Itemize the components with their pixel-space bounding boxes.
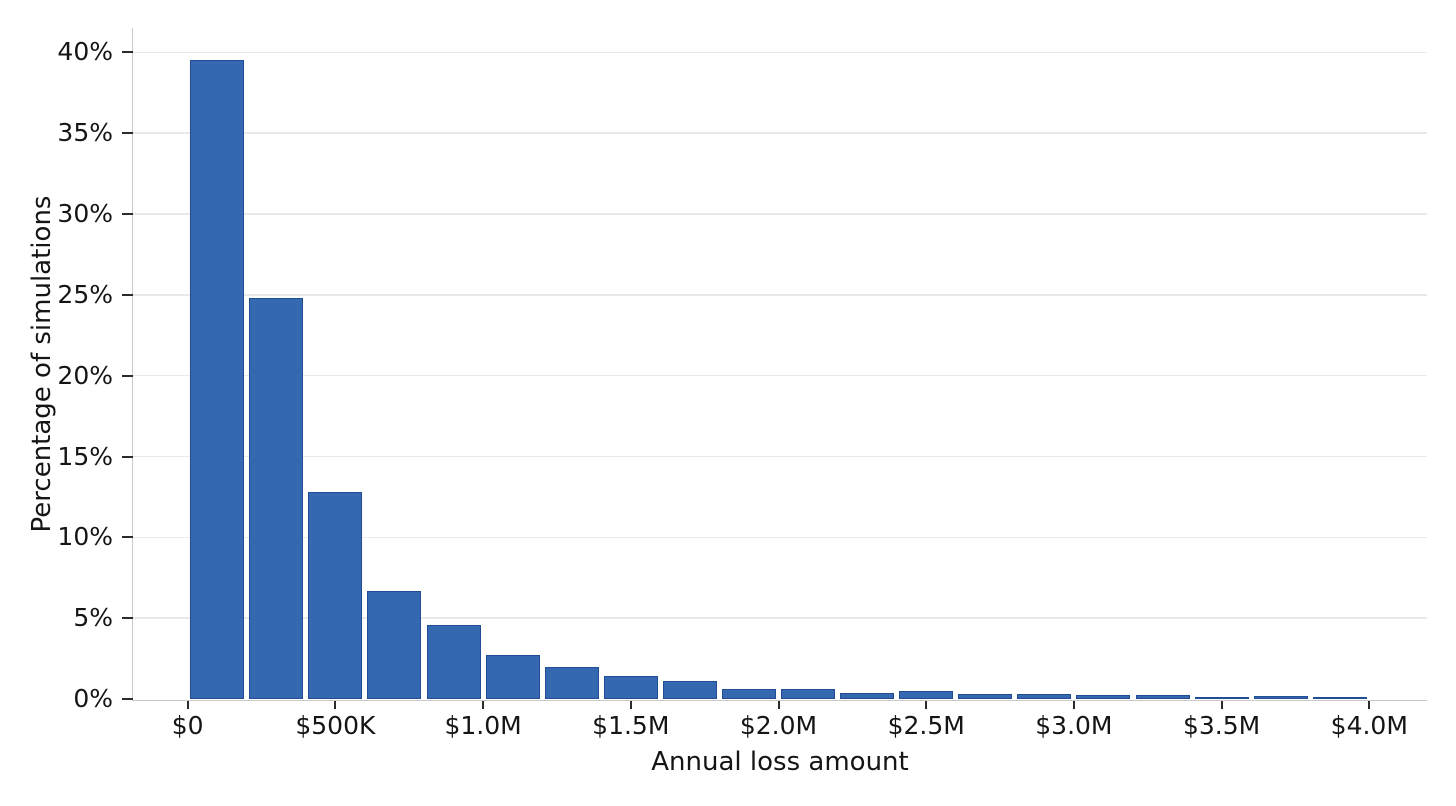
gridline: [133, 455, 1427, 458]
x-tick-label: $2.5M: [887, 711, 965, 740]
x-tick-label: $500K: [295, 711, 376, 740]
gridline: [133, 51, 1427, 53]
y-axis-spine: [131, 28, 133, 701]
x-axis-spine: [133, 699, 1427, 701]
x-tick-mark: [1220, 701, 1223, 709]
x-tick-mark: [1072, 701, 1075, 709]
bar: [958, 694, 1013, 699]
gridline: [133, 294, 1427, 296]
y-tick-label: 30%: [57, 198, 113, 228]
bar: [781, 689, 835, 699]
bar: [249, 298, 304, 699]
gridline: [133, 536, 1427, 539]
y-tick-mark: [122, 132, 133, 135]
y-tick-mark: [122, 293, 133, 296]
bar: [899, 690, 954, 699]
gridline: [133, 374, 1427, 377]
y-tick-mark: [122, 374, 133, 377]
y-tick-mark: [122, 536, 133, 539]
y-tick-label: 15%: [57, 441, 113, 471]
x-tick-label: $0: [171, 711, 204, 740]
x-tick-label: $4.0M: [1330, 711, 1408, 740]
bar: [544, 666, 599, 699]
bar: [190, 60, 245, 699]
y-tick-label: 0%: [73, 684, 113, 713]
bar: [721, 688, 776, 699]
y-tick-label: 25%: [57, 279, 113, 309]
x-tick-mark: [925, 701, 928, 709]
y-tick-mark: [122, 617, 133, 620]
x-tick-mark: [482, 701, 485, 709]
x-axis-title: Annual loss amount: [651, 747, 909, 777]
x-tick-label: $1.0M: [444, 711, 522, 740]
bar: [1017, 694, 1072, 699]
x-tick-label: $2.0M: [739, 711, 818, 740]
bar: [1253, 695, 1308, 699]
x-tick-label: $3.5M: [1182, 711, 1261, 740]
y-tick-mark: [122, 212, 133, 215]
bar: [308, 492, 363, 699]
y-tick-label: 35%: [57, 118, 113, 148]
bar: [1312, 696, 1367, 699]
x-tick-mark: [1368, 701, 1371, 709]
x-tick-mark: [334, 701, 337, 709]
x-tick-mark: [186, 701, 189, 709]
bar: [1076, 695, 1131, 699]
y-tick-mark: [122, 51, 133, 54]
x-tick-mark: [777, 701, 780, 709]
y-tick-label: 40%: [57, 37, 113, 67]
y-tick-mark: [122, 455, 133, 458]
gridline: [133, 213, 1427, 215]
x-tick-label: $1.5M: [592, 711, 670, 740]
y-tick-mark: [122, 698, 133, 700]
bar: [603, 676, 658, 699]
bar: [367, 590, 422, 699]
x-tick-mark: [629, 701, 632, 709]
gridline: [133, 617, 1427, 619]
bar: [485, 655, 540, 699]
x-tick-label: $3.0M: [1035, 711, 1113, 740]
y-tick-label: 10%: [57, 522, 113, 552]
plot-area: [133, 28, 1427, 699]
y-tick-label: 5%: [73, 603, 113, 633]
bar: [840, 692, 895, 699]
gridline: [133, 132, 1427, 134]
bar: [1135, 695, 1190, 699]
bar: [1194, 696, 1249, 699]
bar: [426, 624, 481, 699]
y-tick-label: 20%: [57, 360, 113, 390]
bar: [662, 681, 717, 699]
